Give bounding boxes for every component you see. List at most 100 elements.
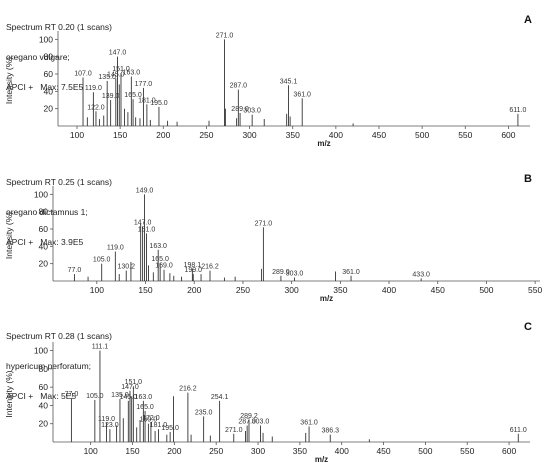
peak-label: 147.0	[121, 384, 139, 391]
peak-label: 195.0	[150, 100, 168, 107]
peak-label: 122.0	[87, 104, 105, 111]
spectrum-chart-a: 20 40 60 80 100 100 150 200 250 300 350 400 450 500 55…	[4, 31, 530, 148]
y-tick-label: 20	[39, 259, 49, 269]
peak-label: 165.0	[151, 256, 169, 263]
peak-label: 287.0	[238, 419, 256, 426]
x-tick-label: 200	[167, 446, 181, 456]
header-line: oregano vulgare;	[6, 52, 70, 62]
spectrum-panel-a: Spectrum RT 0.20 (1 scans) oregano vulga…	[0, 0, 550, 148]
peak-label: 303.0	[252, 419, 270, 426]
y-tick-label: 60	[39, 382, 49, 392]
y-tick-label: 20	[39, 419, 49, 429]
peak-label: 147.0	[134, 219, 152, 226]
y-tick-label: 100	[34, 189, 48, 199]
header-line: hypericum perforatum;	[6, 361, 92, 371]
x-axis-title: m/z	[317, 139, 330, 148]
x-tick-label: 350	[286, 130, 300, 140]
y-tick-label: 80	[39, 364, 49, 374]
x-tick-label: 600	[501, 130, 515, 140]
y-tick-label: 20	[44, 104, 54, 114]
x-tick-label: 150	[125, 446, 139, 456]
x-tick-label: 400	[329, 130, 343, 140]
peak-label: 611.0	[509, 107, 526, 114]
y-tick-label: 100	[39, 34, 53, 44]
x-axis-title: m/z	[315, 455, 328, 463]
x-tick-label: 250	[236, 285, 250, 295]
x-tick-label: 400	[335, 446, 349, 456]
x-tick-label: 300	[251, 446, 265, 456]
y-tick-label: 100	[34, 346, 48, 356]
spectrum-header-b: Spectrum RT 0.25 (1 scans) oregano dicta…	[6, 157, 112, 267]
spectrum-panel-c: Spectrum RT 0.28 (1 scans) hypericum per…	[0, 309, 550, 463]
x-tick-label: 300	[285, 285, 299, 295]
peak-label: 151.0	[125, 379, 143, 386]
x-tick-label: 100	[90, 285, 104, 295]
peak-label: 271.0	[255, 220, 273, 227]
peak-label: 172.0	[142, 415, 160, 422]
peak-label: 135.0	[98, 74, 116, 81]
x-tick-label: 550	[528, 285, 542, 295]
peak-label: 77.0	[65, 391, 79, 398]
x-tick-label: 250	[199, 130, 213, 140]
peak-label: 145.0	[120, 394, 138, 401]
x-tick-label: 450	[431, 285, 445, 295]
peak-label: 303.0	[286, 271, 304, 278]
spectrum-chart-b: 20 40 60 80 100 100 150 200 250 300 350 400 450 500 55…	[4, 186, 542, 303]
peak-label: 105.0	[86, 393, 104, 400]
peak-label: 216.2	[179, 386, 197, 393]
peak-label: 271.0	[216, 32, 234, 39]
x-tick-label: 450	[372, 130, 386, 140]
peak-label: 139.0	[102, 93, 120, 100]
x-tick-label: 150	[138, 285, 152, 295]
peak-label: 611.0	[510, 427, 527, 434]
peak-label: 386.3	[321, 428, 339, 435]
peak-label: 198.1	[184, 262, 202, 269]
x-tick-label: 250	[209, 446, 223, 456]
peak-label: 151.0	[112, 66, 130, 73]
peak-label: 163.0	[135, 394, 153, 401]
y-tick-label: 40	[44, 86, 54, 96]
panel-label: B	[524, 173, 532, 185]
peak-label: 199.0	[184, 267, 202, 274]
peak-label: 107.0	[74, 70, 92, 77]
peak-label: 165.0	[136, 404, 154, 411]
x-tick-label: 350	[333, 285, 347, 295]
header-line: oregano dictamnus 1;	[6, 207, 88, 217]
x-tick-label: 300	[242, 130, 256, 140]
peak-label: 195.0	[161, 425, 179, 432]
x-tick-label: 350	[293, 446, 307, 456]
x-tick-label: 550	[458, 130, 472, 140]
header-line: Spectrum RT 0.20 (1 scans)	[6, 22, 112, 32]
x-tick-label: 150	[113, 130, 127, 140]
peak-label: 254.1	[211, 394, 229, 401]
peak-label: 433.0	[412, 271, 430, 278]
x-tick-label: 600	[502, 446, 516, 456]
peak-label: 345.1	[280, 78, 298, 85]
y-tick-label: 40	[39, 241, 49, 251]
peak-label: 163.0	[123, 70, 141, 77]
x-tick-label: 100	[70, 130, 84, 140]
peak-label: 177.0	[135, 81, 153, 88]
panel-label: A	[524, 14, 532, 26]
y-tick-label: 40	[39, 400, 49, 410]
peak-label: 271.0	[225, 427, 243, 434]
peak-label: 119.0	[107, 245, 124, 252]
peak-label: 119.0	[98, 416, 115, 423]
y-axis-title: Intensity (%)	[4, 212, 14, 259]
y-tick-label: 80	[44, 52, 54, 62]
peak-label: 289.0	[231, 106, 249, 113]
peak-label: 119.0	[85, 85, 102, 92]
x-tick-label: 450	[376, 446, 390, 456]
spectrum-header-c: Spectrum RT 0.28 (1 scans) hypericum per…	[6, 311, 112, 421]
peak-label: 145.0	[107, 71, 125, 78]
y-axis-title: Intensity (%)	[4, 370, 14, 417]
peak-label: 361.0	[300, 419, 318, 426]
y-tick-label: 60	[44, 69, 54, 79]
peak-label: 361.0	[342, 269, 360, 276]
spectrum-panel-b: Spectrum RT 0.25 (1 scans) oregano dicta…	[0, 155, 550, 303]
peak-label: 105.0	[93, 257, 111, 264]
y-tick-label: 80	[39, 207, 49, 217]
peak-label: 135.0	[111, 392, 129, 399]
peak-label: 147.0	[109, 50, 127, 57]
peak-label: 289.2	[240, 413, 258, 420]
